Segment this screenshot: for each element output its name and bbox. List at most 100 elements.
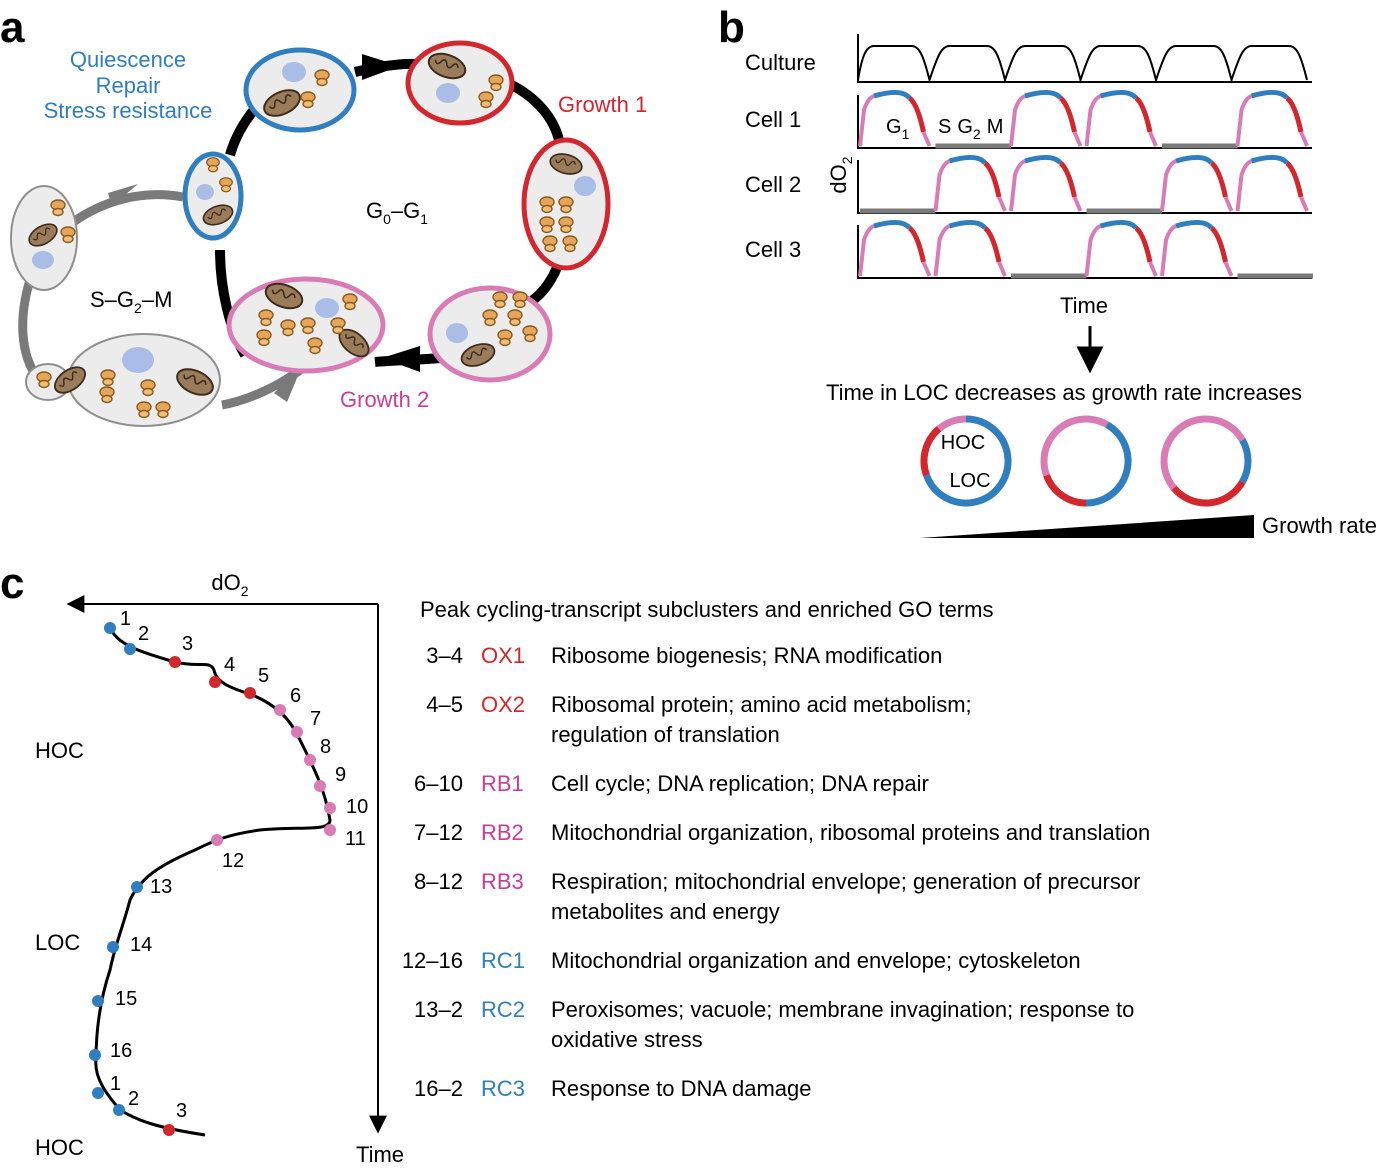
hoc-late: [1148, 131, 1158, 147]
ring-label-hoc: HOC: [941, 432, 985, 454]
ring-arc: [1085, 421, 1132, 507]
hoc-late: [1072, 196, 1083, 212]
table-code: RC2: [481, 997, 525, 1022]
label-s-g2-m-cell1: S G2 M: [938, 116, 1003, 142]
trajectory-point: [92, 1087, 104, 1099]
time-label-c: Time: [356, 1142, 404, 1167]
hoc-early: [907, 226, 926, 263]
hoc-early: [1285, 96, 1304, 133]
hoc-early: [1058, 161, 1077, 198]
ring-arrowhead-top: [362, 54, 400, 80]
trajectory-point: [244, 687, 256, 699]
table-range: 3–4: [426, 643, 463, 668]
trajectory-point-label: 4: [224, 654, 235, 676]
table-go-terms: Respiration; mitochondrial envelope; gen…: [551, 869, 1140, 894]
state-label-hoc-top: HOC: [35, 738, 84, 763]
hoc-late: [921, 261, 932, 277]
table-code: RB1: [481, 771, 524, 796]
trajectory-point: [113, 1104, 125, 1116]
table-go-terms: regulation of translation: [551, 722, 780, 747]
hoc-early: [1058, 96, 1077, 133]
cell-sg2m-left: [10, 185, 78, 291]
loc-phase: [1024, 90, 1063, 100]
hoc-late: [1072, 131, 1083, 147]
table-range: 7–12: [414, 820, 463, 845]
trajectory-point-label: 5: [258, 665, 269, 687]
trajectory-point: [169, 656, 181, 668]
trajectory-point-label: 3: [182, 633, 193, 655]
ring-arc: [1046, 415, 1109, 442]
cell-quiescent-small: [182, 151, 244, 241]
table-go-terms: Response to DNA damage: [551, 1076, 812, 1101]
g1-rise: [858, 224, 875, 277]
label-quiescence: Quiescence: [70, 47, 186, 72]
label-growth-1: Growth 1: [558, 92, 647, 117]
trajectory-point-label: 13: [150, 876, 172, 898]
sg2m-arrowhead-top: [108, 184, 138, 206]
trajectory-point-label: 6: [290, 685, 301, 707]
panel-letter-b: b: [718, 3, 745, 52]
cell-sg2m-budding: [25, 333, 221, 427]
trajectory-point-label: 10: [346, 796, 368, 818]
loc-phase: [948, 220, 987, 230]
cell3-axes: [857, 225, 1312, 279]
trajectory-point: [324, 824, 336, 836]
cell1-axes: [857, 95, 1312, 149]
trajectory-point-label: 1: [120, 608, 131, 630]
table-code: OX2: [481, 692, 525, 717]
trajectory-point: [291, 726, 303, 738]
loc-phase: [1024, 155, 1063, 165]
x-axis-label-do2: dO2: [211, 570, 248, 599]
trajectory-point-label: 9: [335, 764, 346, 786]
cell-growth2-right: [427, 285, 553, 383]
hoc-early: [1134, 96, 1153, 133]
phase-rings: [920, 415, 1252, 507]
table-go-terms: Cell cycle; DNA replication; DNA repair: [551, 771, 929, 796]
trajectory-point-label: 16: [110, 1040, 132, 1062]
g1-rise: [1084, 94, 1102, 147]
table-range: 6–10: [414, 771, 463, 796]
g1-rise: [1235, 94, 1253, 147]
table-code: RC3: [481, 1076, 525, 1101]
g1-rise: [933, 159, 951, 212]
table-title: Peak cycling-transcript subclusters and …: [420, 597, 993, 622]
cell3-trace: [858, 220, 1313, 279]
trajectory-point-label: 14: [130, 934, 152, 956]
g1-rise: [933, 224, 951, 277]
panel-letter-c: c: [0, 559, 24, 608]
hoc-early: [983, 226, 1002, 263]
ring-arc: [936, 415, 967, 432]
ring-arc: [1040, 438, 1053, 477]
hoc-late: [1299, 196, 1309, 212]
ring-arc: [1043, 474, 1087, 507]
cell2-trace: [860, 155, 1309, 214]
trajectory-point: [324, 802, 336, 814]
loc-phase: [1099, 220, 1138, 230]
label-repair: Repair: [96, 73, 161, 98]
culture-axes: [857, 34, 1312, 83]
trajectory-point: [131, 881, 143, 893]
growth-rate-wedge: [920, 515, 1254, 538]
table-range: 12–16: [402, 948, 463, 973]
row-label-cell-1: Cell 1: [745, 107, 801, 132]
trajectory-point-label: 12: [222, 850, 244, 872]
loc-phase: [1250, 155, 1289, 165]
g1-rise: [1235, 159, 1253, 212]
ring-arc: [1171, 480, 1246, 507]
table-code: OX1: [481, 643, 525, 668]
go-term-table: 3–4 OX1 Ribosome biogenesis; RNA modificat…: [402, 643, 1150, 1101]
cell-growth1-right: [521, 137, 611, 271]
trajectory-point-label: 2: [138, 623, 149, 645]
trajectory-point: [209, 676, 221, 688]
trajectory-point: [107, 941, 119, 953]
panel-a: a: [0, 3, 647, 427]
g1-rise: [1160, 224, 1177, 277]
trajectory-point: [104, 622, 116, 634]
table-range: 13–2: [414, 997, 463, 1022]
trajectory-point-label: 7: [310, 708, 321, 730]
hoc-early: [1209, 161, 1228, 198]
time-label-b: Time: [1060, 293, 1108, 318]
table-go-terms: Peroxisomes; vacuole; membrane invaginat…: [551, 997, 1134, 1022]
